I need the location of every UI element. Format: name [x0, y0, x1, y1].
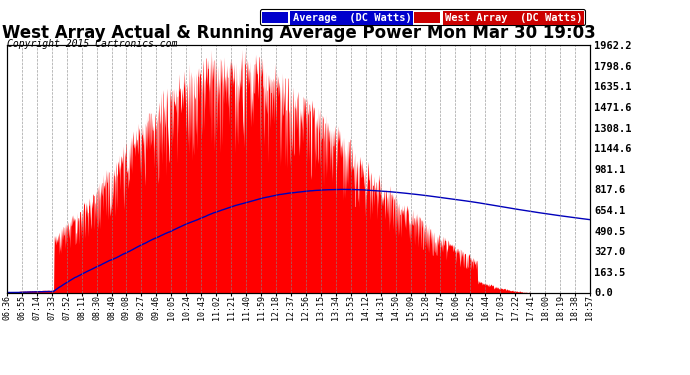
Legend: Average  (DC Watts), West Array  (DC Watts): Average (DC Watts), West Array (DC Watts… [259, 9, 584, 26]
Title: West Array Actual & Running Average Power Mon Mar 30 19:03: West Array Actual & Running Average Powe… [1, 24, 595, 42]
Text: Copyright 2015 Cartronics.com: Copyright 2015 Cartronics.com [7, 39, 177, 50]
